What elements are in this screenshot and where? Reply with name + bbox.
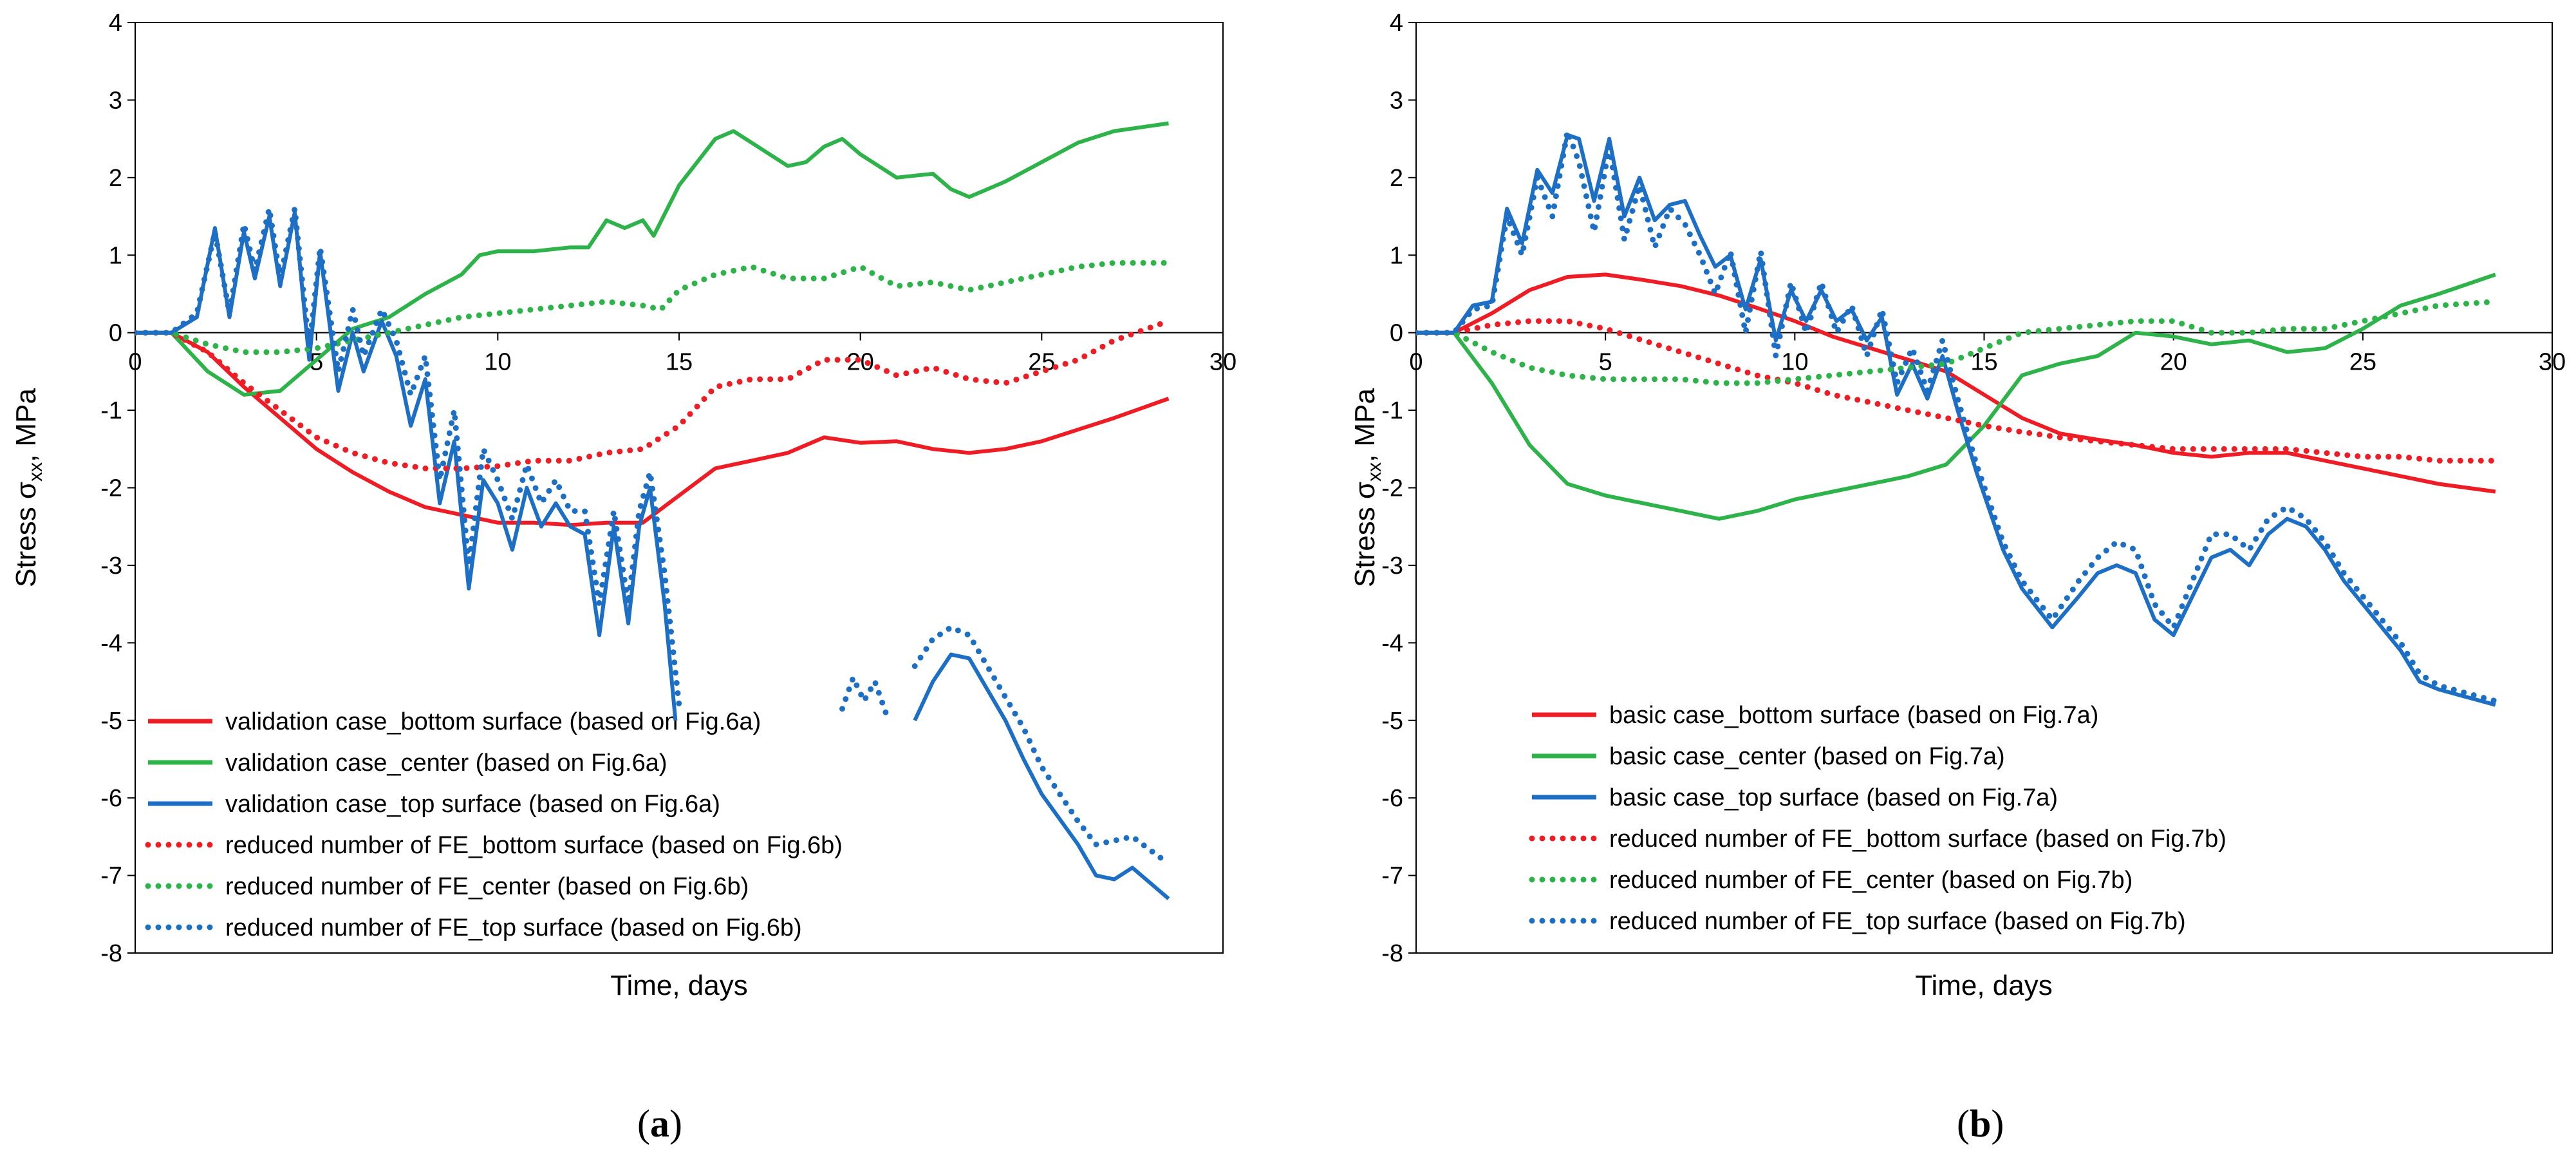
y-tick-label: -3 [100, 552, 122, 580]
y-tick-label: 2 [1390, 165, 1403, 192]
x-tick-label: 15 [666, 349, 693, 376]
y-tick-label: 3 [1390, 87, 1403, 114]
series-line-5 [1416, 299, 2499, 386]
y-tick-label: -5 [100, 708, 122, 735]
legend-label-6: reduced number of FE_top surface (based … [225, 914, 802, 941]
panel-caption: (a) [637, 1102, 682, 1145]
caption-open: ( [637, 1102, 650, 1145]
y-axis-title: Stress σxx, MPa [1349, 388, 1385, 587]
y-tick-label: 0 [109, 320, 122, 347]
x-axis-title: Time, days [610, 970, 748, 1001]
x-axis-title: Time, days [1915, 970, 2053, 1001]
x-tick-label: 25 [2349, 349, 2376, 376]
y-tick-label: -4 [100, 630, 122, 657]
y-tick-label: -2 [1381, 475, 1403, 502]
y-tick-label: 0 [1390, 320, 1403, 347]
caption-open: ( [1957, 1102, 1970, 1145]
series-line-1 [135, 330, 1170, 527]
series-line-6 [135, 205, 682, 708]
legend-label-5: reduced number of FE_center (based on Fi… [225, 873, 749, 900]
y-tick-label: -6 [1381, 785, 1403, 812]
y-axis-title-unit: , MPa [10, 388, 42, 462]
x-tick-label: 10 [1781, 349, 1808, 376]
y-tick-label: 1 [109, 242, 122, 269]
y-axis-title-main: Stress σ [10, 482, 42, 587]
series-line-1 [1416, 272, 2496, 494]
x-tick-label: 25 [1028, 349, 1055, 376]
legend-label-2: validation case_center (based on Fig.6a) [225, 750, 667, 777]
y-tick-label: -2 [100, 475, 122, 502]
x-tick-label: 30 [2539, 349, 2566, 376]
series-line-6 [839, 675, 889, 716]
legend-label-1: basic case_bottom surface (based on Fig.… [1609, 702, 2098, 729]
y-tick-label: -5 [1381, 708, 1403, 735]
y-tick-label: -3 [1381, 552, 1403, 580]
y-tick-label: -4 [1381, 630, 1403, 657]
y-tick-label: -7 [100, 863, 122, 890]
series-line-3 [913, 652, 1170, 900]
y-tick-label: -7 [1381, 863, 1403, 890]
y-tick-label: -6 [100, 785, 122, 812]
legend-label-6: reduced number of FE_top surface (based … [1609, 908, 2186, 935]
legend-label-5: reduced number of FE_center (based on Fi… [1609, 867, 2133, 894]
panel-caption: (b) [1957, 1102, 2004, 1145]
y-tick-label: 4 [1390, 10, 1403, 37]
caption-letter: a [650, 1102, 669, 1145]
y-tick-label: -1 [1381, 397, 1403, 424]
x-tick-label: 20 [2160, 349, 2187, 376]
caption-close: ) [669, 1102, 682, 1145]
series-line-2 [135, 121, 1169, 397]
y-tick-label: 3 [109, 87, 122, 114]
y-tick-label: 1 [1390, 242, 1403, 269]
legend-label-3: basic case_top surface (based on Fig.7a) [1609, 784, 2058, 811]
x-tick-label: 0 [128, 349, 142, 376]
x-tick-label: 10 [484, 349, 511, 376]
y-axis-title-subscript: xx [25, 462, 46, 482]
y-tick-label: 4 [109, 10, 122, 37]
series-line-4 [1416, 318, 2499, 464]
caption-letter: b [1970, 1102, 1991, 1145]
series-line-2 [1416, 272, 2496, 521]
y-tick-label: 2 [109, 165, 122, 192]
series-line-4 [135, 318, 1171, 471]
y-tick-label: -8 [100, 940, 122, 967]
x-tick-label: 30 [1209, 349, 1237, 376]
y-axis-title: Stress σxx, MPa [10, 388, 46, 587]
series-line-6 [1416, 128, 2499, 704]
legend-label-1: validation case_bottom surface (based on… [225, 708, 761, 735]
y-axis-title-unit: , MPa [1349, 388, 1381, 462]
series-line-6 [911, 624, 1171, 867]
legend-label-4: reduced number of FE_bottom surface (bas… [1609, 826, 2226, 853]
x-tick-label: 15 [1970, 349, 1997, 376]
y-tick-label: -8 [1381, 940, 1403, 967]
x-tick-label: 0 [1409, 349, 1423, 376]
y-axis-title-subscript: xx [1364, 462, 1385, 482]
y-tick-label: -1 [100, 397, 122, 424]
legend-label-3: validation case_top surface (based on Fi… [225, 791, 720, 818]
y-axis-title-main: Stress σ [1349, 482, 1381, 587]
series-line-5 [135, 260, 1171, 355]
x-tick-label: 5 [1599, 349, 1612, 376]
legend-label-2: basic case_center (based on Fig.7a) [1609, 743, 2005, 770]
series-line-3 [135, 211, 678, 721]
legend-label-4: reduced number of FE_bottom surface (bas… [225, 832, 843, 859]
caption-close: ) [1991, 1102, 2004, 1145]
